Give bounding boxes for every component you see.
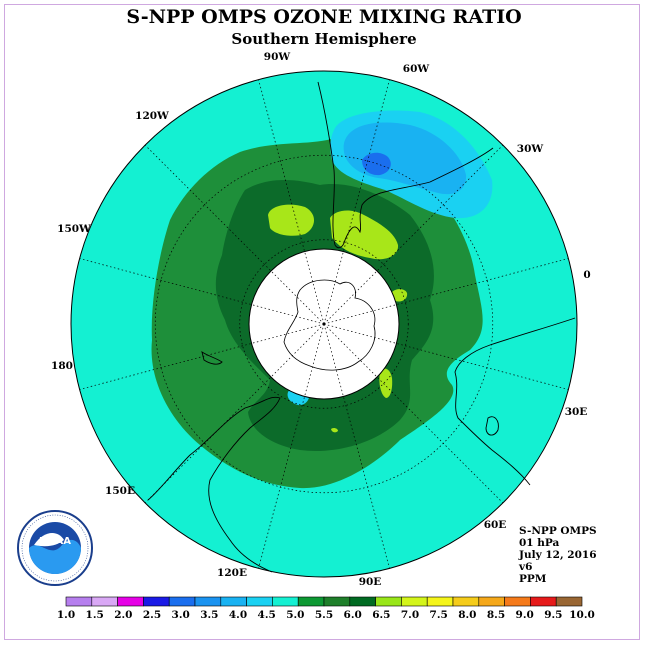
colorbar-swatch	[220, 596, 247, 607]
longitude-label: 150W	[57, 223, 91, 235]
colorbar-tick-label: 2.0	[114, 609, 132, 621]
colorbar-swatch	[297, 596, 325, 607]
colorbar-tick-label: 1.0	[57, 609, 75, 621]
pressure-label: 01 hPa	[519, 537, 560, 549]
colorbar-swatch	[323, 596, 351, 607]
colorbar-swatch	[91, 596, 118, 607]
units-label: PPM	[519, 573, 547, 585]
longitude-label: 60E	[484, 519, 507, 531]
coastlines	[147, 81, 576, 573]
colorbar-swatch	[530, 596, 557, 607]
australia-coastline	[147, 396, 281, 573]
latitude-circle	[154, 154, 494, 494]
colorbar-swatch	[194, 596, 222, 607]
colorbar-tick-label: 4.0	[229, 609, 247, 621]
colorbar-tick-label: 9.5	[544, 609, 562, 621]
colorbar-swatch	[168, 596, 196, 607]
colorbar-swatch	[65, 596, 93, 607]
figure-frame	[4, 4, 640, 640]
date-label: July 12, 2016	[519, 549, 597, 561]
colorbar-swatch	[452, 596, 480, 607]
contour-3-5-ppm	[343, 122, 467, 195]
metadata-block: S-NPP OMPS 01 hPa July 12, 2016 v6 PPM	[519, 525, 597, 585]
longitude-label: 30W	[517, 143, 544, 155]
colorbar-tick-label: 6.5	[372, 609, 390, 621]
colorbar-swatch	[478, 596, 505, 607]
colorbar-tick-label: 2.5	[143, 609, 161, 621]
colorbar-swatch	[401, 596, 428, 607]
colorbar-tick-label: 6.0	[344, 609, 362, 621]
page-subtitle: Southern Hemisphere	[231, 30, 417, 48]
longitude-label: 60W	[403, 63, 430, 75]
colorbar-tick-label: 3.0	[172, 609, 190, 621]
colorbar	[65, 596, 583, 607]
colorbar-tick-label: 8.0	[458, 609, 476, 621]
noaa-logo: NOAA	[17, 510, 93, 586]
antarctica-coastline	[283, 279, 376, 371]
longitude-label: 0	[583, 269, 590, 281]
longitude-label: 90E	[359, 576, 382, 588]
page-title: S-NPP OMPS OZONE MIXING RATIO	[126, 6, 522, 28]
colorbar-tick-label: 4.5	[258, 609, 276, 621]
longitude-label: 30E	[565, 406, 588, 418]
longitude-label: 150E	[105, 485, 135, 497]
colorbar-swatch	[117, 596, 144, 607]
contour-6-5-ppm-patch	[330, 210, 399, 260]
noaa-logo-text: NOAA	[39, 536, 71, 547]
contour-6-5-ppm-patch	[379, 368, 393, 398]
colorbar-tick-label: 10.0	[569, 609, 595, 621]
colorbar-swatch	[426, 596, 454, 607]
colorbar-tick-label: 8.5	[487, 609, 505, 621]
colorbar-tick-label: 3.5	[200, 609, 218, 621]
longitude-labels: 90W 60W 30W 0 30E 60E 90E 120E 150E 180 150W 120W	[51, 51, 591, 588]
colorbar-tick-label: 1.5	[86, 609, 104, 621]
colorbar-swatch	[272, 596, 299, 607]
longitude-label: 120W	[135, 110, 169, 122]
graticule	[79, 79, 569, 569]
colorbar-swatch	[349, 596, 376, 607]
colorbar-tick-label: 7.5	[430, 609, 448, 621]
instrument-label: S-NPP OMPS	[519, 525, 597, 537]
africa-coastline	[454, 317, 576, 486]
colorbar-tick-label: 9.0	[516, 609, 534, 621]
version-label: v6	[519, 561, 533, 573]
colorbar-tick-label: 5.5	[315, 609, 333, 621]
colorbar-swatch	[143, 596, 170, 607]
contour-6-5-ppm-patch	[268, 204, 315, 236]
south-america-coastline	[317, 81, 494, 249]
madagascar-coastline	[485, 416, 499, 436]
colorbar-swatch	[555, 596, 583, 607]
contour-6-5-ppm-patch	[392, 289, 408, 302]
colorbar-tick-labels: 1.0 1.5 2.0 2.5 3.0 3.5 4.0 4.5 5.0 5.5 6.0 6.5 7.0 7…	[57, 609, 595, 621]
colorbar-swatch	[375, 596, 402, 607]
colorbar-swatch	[504, 596, 531, 607]
colorbar-tick-label: 7.0	[401, 609, 419, 621]
colorbar-tick-label: 5.0	[286, 609, 304, 621]
ozone-contours	[151, 110, 493, 489]
latitude-circle	[239, 239, 409, 409]
colorbar-swatch	[246, 596, 273, 607]
contour-6-5-ppm-patch	[331, 427, 338, 433]
longitude-label: 120E	[217, 567, 247, 579]
longitude-label: 180	[51, 360, 73, 372]
longitude-label: 90W	[264, 51, 291, 63]
